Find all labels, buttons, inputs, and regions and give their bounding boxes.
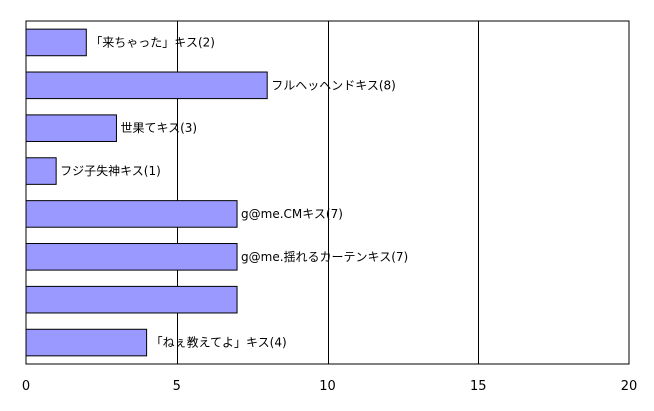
bar bbox=[25, 114, 117, 142]
bar-data-label: フルヘッヘンドキス(8) bbox=[271, 78, 396, 92]
bar-data-label: フジ子失神キス(1) bbox=[60, 163, 161, 178]
bars bbox=[25, 28, 268, 357]
x-tick-label: 0 bbox=[22, 379, 30, 394]
bar-data-label: 「来ちゃった」キス(2) bbox=[90, 35, 215, 49]
bar bbox=[25, 28, 87, 57]
x-tick-label: 5 bbox=[173, 379, 181, 394]
x-tick-label: 10 bbox=[319, 379, 336, 394]
bar bbox=[25, 328, 148, 357]
x-tick-label: 20 bbox=[621, 379, 638, 394]
bar-data-label: g@me.CMキス(7) bbox=[241, 207, 343, 221]
bar-data-label: g@me.揺れるカーテンキス(7) bbox=[241, 250, 408, 264]
bar bbox=[25, 243, 238, 271]
bar-data-label: 世果てキス(3) bbox=[120, 121, 197, 135]
bar-data-label: 「ねぇ教えてよ」キス(4) bbox=[151, 335, 287, 350]
x-tick-label: 15 bbox=[470, 379, 487, 394]
bar bbox=[25, 200, 238, 228]
x-axis-ticks: 0 5 10 15 20 bbox=[22, 379, 637, 394]
data-labels: 「来ちゃった」キス(2) フルヘッヘンドキス(8) 世果てキス(3) フジ子失神キス(… bbox=[60, 35, 408, 349]
bar bbox=[25, 71, 268, 100]
bar bbox=[25, 285, 238, 314]
bar bbox=[25, 157, 57, 185]
